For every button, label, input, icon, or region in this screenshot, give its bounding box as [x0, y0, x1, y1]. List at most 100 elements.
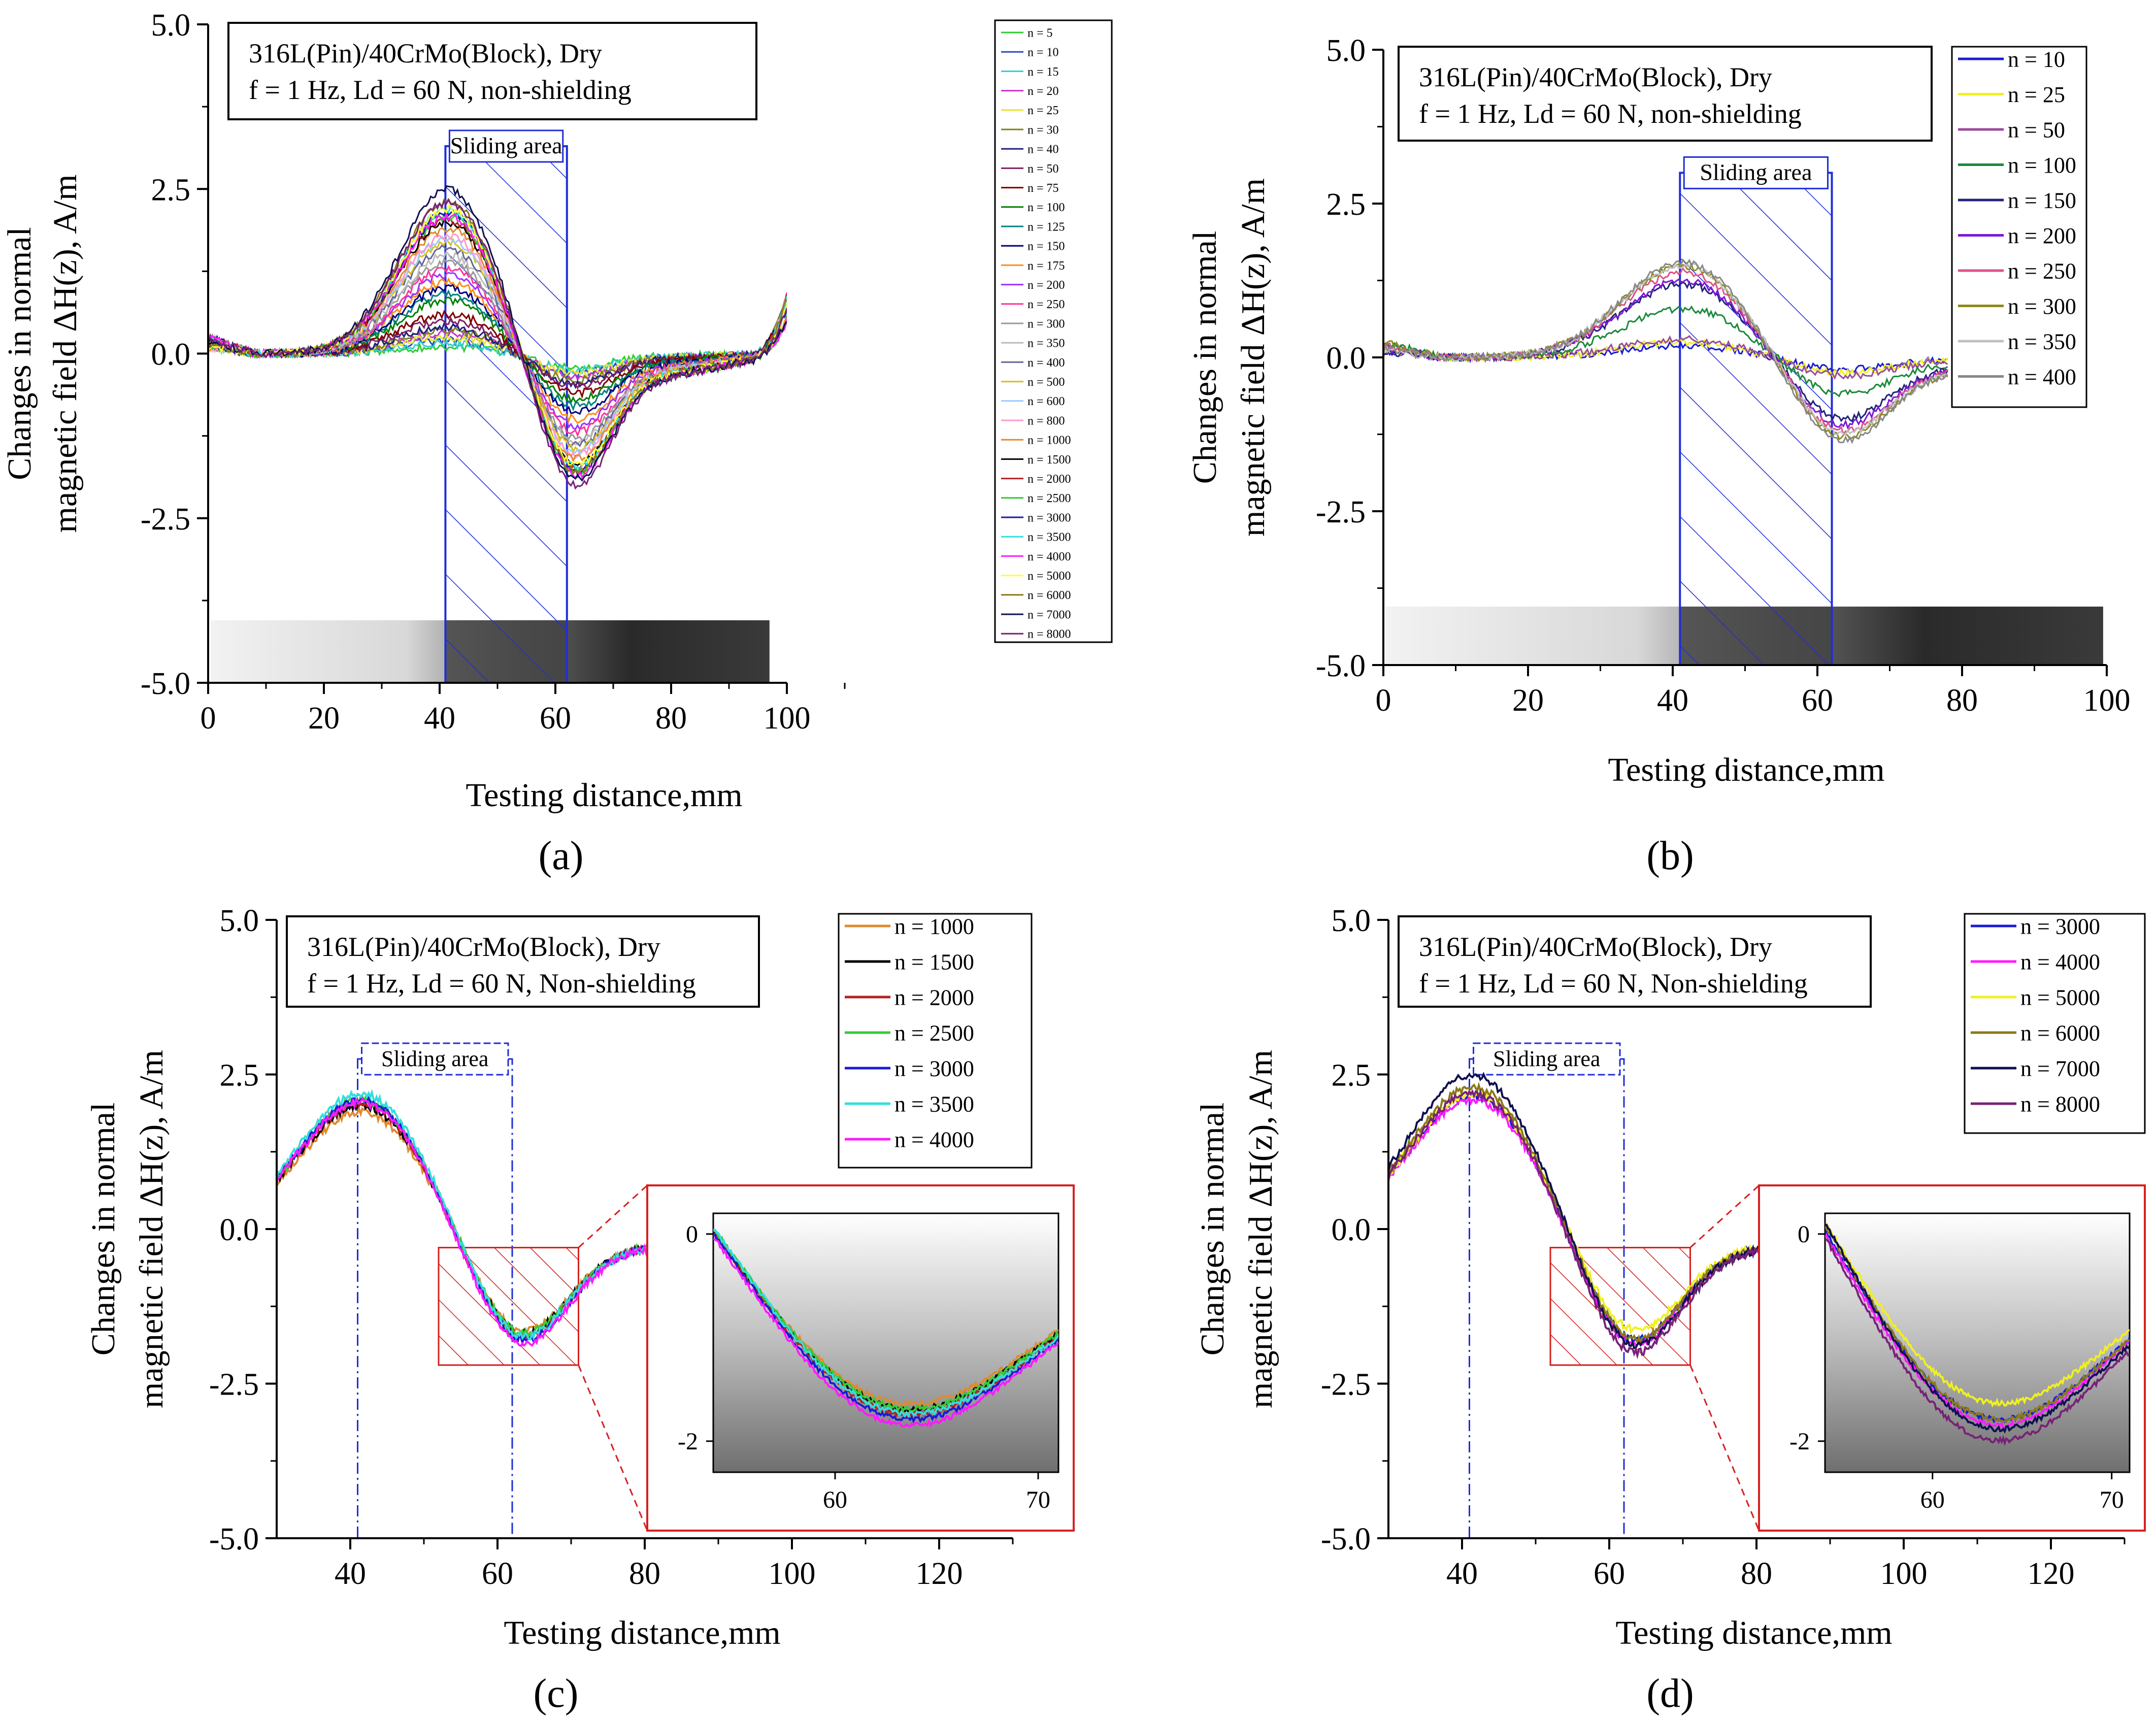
- y-tick-label: -2.5: [141, 502, 190, 537]
- inset-plot-area: [1824, 1212, 2131, 1473]
- info-line-2: f = 1 Hz, Ld = 60 N, non-shielding: [249, 75, 632, 105]
- sliding-area-label: Sliding area: [450, 133, 562, 158]
- legend-entry: n = 400: [1027, 356, 1065, 370]
- legend-entry: n = 175: [1027, 259, 1065, 273]
- y-axis-label-line2: magnetic field ΔH(z), A/m: [1235, 178, 1272, 537]
- x-tick-label: 80: [629, 1557, 660, 1591]
- legend-entry: n = 5: [1027, 26, 1053, 40]
- x-tick-label: 80: [1946, 683, 1978, 718]
- legend-entry: n = 30: [1027, 123, 1059, 137]
- inset-series-line: [713, 1238, 1058, 1428]
- series-lines: [208, 185, 787, 490]
- legend-entry: n = 25: [2008, 82, 2065, 107]
- legend-entry: n = 50: [2008, 117, 2065, 142]
- legend-entry: n = 250: [2008, 258, 2076, 283]
- legend-entry: n = 10: [1027, 46, 1059, 59]
- legend-box: [1951, 46, 2087, 408]
- sliding-area-label: Sliding area: [1700, 159, 1812, 185]
- legend-entry: n = 350: [2008, 329, 2076, 354]
- legend-entry: n = 300: [1027, 317, 1065, 330]
- y-tick-label: 5.0: [220, 904, 259, 938]
- series-line: [1388, 1088, 1802, 1360]
- y-tick-label: 5.0: [151, 8, 191, 43]
- legend-entry: n = 250: [1027, 298, 1065, 311]
- y-tick-label: 2.5: [151, 173, 191, 207]
- series-line: [1383, 263, 1948, 441]
- y-axis-label-line2: magnetic field ΔH(z), A/m: [1242, 1050, 1279, 1408]
- legend-entry: n = 125: [1027, 220, 1065, 234]
- y-axis-label-line2: magnetic field ΔH(z), A/m: [133, 1050, 170, 1408]
- legend-entry: n = 1000: [894, 914, 974, 939]
- x-axis-label: Testing distance,mm: [1615, 1614, 1892, 1651]
- inset-x-tick-label: 70: [1026, 1486, 1050, 1513]
- inset-x-tick-label: 70: [2100, 1486, 2124, 1513]
- info-line-2: f = 1 Hz, Ld = 60 N, Non-shielding: [1419, 968, 1808, 999]
- inset-series-lines: [1825, 1222, 2130, 1446]
- inset-plot-area: [712, 1212, 1059, 1473]
- legend-entry: n = 300: [2008, 294, 2076, 319]
- y-tick-label: -5.0: [1321, 1522, 1371, 1557]
- legend-entry: n = 8000: [1027, 628, 1071, 641]
- y-tick-label: 0.0: [220, 1213, 259, 1247]
- inset-y-tick-label: -2: [1789, 1428, 1810, 1455]
- inset-series-line: [713, 1229, 1058, 1418]
- zoom-connector-top: [578, 1184, 648, 1248]
- legend-entry: n = 3000: [2020, 914, 2100, 939]
- sliding-area-label-box: [1473, 1042, 1621, 1076]
- legend-entry: n = 5000: [1027, 570, 1071, 583]
- series-lines: [1383, 258, 1948, 444]
- legend-entry: n = 1000: [1027, 434, 1071, 447]
- legend-entry: n = 1500: [1027, 453, 1071, 467]
- series-lines: [1388, 1072, 1802, 1360]
- series-line: [208, 185, 787, 482]
- info-line-1: 316L(Pin)/40CrMo(Block), Dry: [307, 932, 660, 962]
- y-axis-label-line1: Changes in normal: [1186, 231, 1223, 484]
- legend-entry: n = 6000: [1027, 589, 1071, 602]
- series-line: [277, 1097, 690, 1347]
- zoom-connector-top: [1689, 1184, 1760, 1248]
- inset-x-tick-label: 60: [823, 1486, 847, 1513]
- legend-entry: n = 2500: [1027, 492, 1071, 505]
- sliding-area-label-box: [1683, 156, 1829, 189]
- zoom-connector-bottom: [578, 1365, 648, 1531]
- y-tick-label: 2.5: [1326, 187, 1366, 222]
- legend-entry: n = 7000: [2020, 1056, 2100, 1081]
- x-tick-label: 120: [2028, 1557, 2075, 1591]
- inset-y-tick-label: 0: [1798, 1221, 1810, 1248]
- legend-entry: n = 350: [1027, 337, 1065, 350]
- info-box: [1398, 46, 1933, 142]
- x-tick-label: 60: [482, 1557, 513, 1591]
- legend-entry: n = 4000: [2020, 949, 2100, 974]
- legend-entry: n = 75: [1027, 182, 1059, 195]
- legend-entry: n = 50: [1027, 162, 1059, 176]
- info-line-1: 316L(Pin)/40CrMo(Block), Dry: [1419, 932, 1772, 962]
- y-tick-label: -5.0: [209, 1522, 259, 1557]
- series-line: [1383, 280, 1948, 423]
- legend-entry: n = 500: [1027, 376, 1065, 389]
- info-line-2: f = 1 Hz, Ld = 60 N, non-shielding: [1419, 98, 1802, 129]
- x-axis-label: Testing distance,mm: [1608, 751, 1884, 788]
- inset-series-line: [1825, 1238, 2130, 1446]
- series-line: [1383, 267, 1948, 436]
- legend-entry: n = 5000: [2020, 985, 2100, 1010]
- legend-entry: n = 20: [1027, 85, 1059, 98]
- info-box: [227, 22, 757, 120]
- legend-box: [838, 913, 1033, 1169]
- inset-series-line: [1825, 1226, 2130, 1422]
- x-tick-label: 60: [1594, 1557, 1625, 1591]
- legend-entry: n = 2000: [1027, 473, 1071, 486]
- legend-entry: n = 150: [1027, 240, 1065, 253]
- legend-entry: n = 800: [1027, 414, 1065, 427]
- y-tick-label: 5.0: [1326, 34, 1366, 68]
- x-tick-label: 20: [308, 701, 340, 736]
- legend-entry: n = 7000: [1027, 608, 1071, 621]
- legend-entry: n = 100: [1027, 201, 1065, 214]
- x-tick-label: 0: [201, 701, 216, 736]
- info-line-1: 316L(Pin)/40CrMo(Block), Dry: [249, 38, 602, 69]
- sliding-area-label-box: [361, 1042, 509, 1076]
- series-line: [208, 198, 787, 490]
- legend-entry: n = 200: [1027, 279, 1065, 292]
- x-tick-label: 80: [655, 701, 687, 736]
- panel-label-a: (a): [539, 834, 584, 878]
- inset-series-line: [1825, 1222, 2130, 1408]
